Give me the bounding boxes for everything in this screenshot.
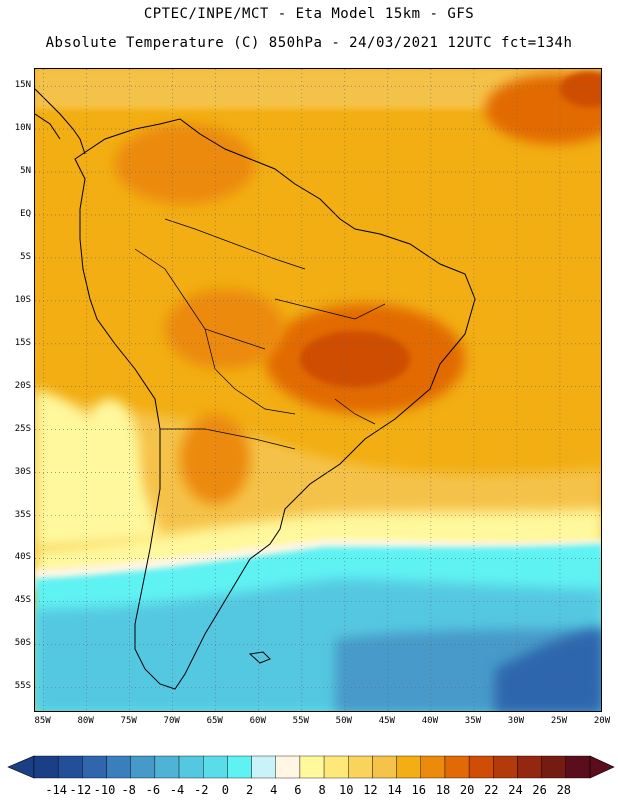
lat-label: 15N [14,80,31,91]
falkland-islands [248,651,271,664]
legend-swatch [203,755,228,779]
legend-label: 2 [245,783,254,797]
legend-label: 20 [459,783,475,797]
lat-label: 50S [14,638,31,649]
temperature-map [35,69,601,711]
legend-label: -4 [169,783,185,797]
legend-label: 4 [270,783,278,797]
country-borders [134,218,386,450]
legend-label: -6 [145,783,161,797]
chart-title-line2: Absolute Temperature (C) 850hPa - 24/03/… [45,35,573,51]
legend-swatch [299,755,325,779]
legend-label: 6 [294,783,302,797]
temperature-field-hot-brazil-core [300,331,410,387]
lon-label: 50W [335,716,352,726]
legend-swatch [541,755,567,779]
lat-label: EQ [20,208,31,219]
legend-swatch [251,755,276,779]
legend-label: 22 [484,783,499,797]
lon-label: 70W [163,716,180,726]
lon-label: 40W [421,716,439,726]
legend-swatch [348,755,373,779]
legend-swatch [372,755,397,779]
color-legend [7,755,615,779]
legend-swatch [493,755,518,779]
legend-swatch [275,755,301,779]
legend-swatch [154,755,180,779]
lat-label: 5N [20,166,31,177]
temperature-field-dark-blue [495,629,601,711]
lat-label: 40S [14,552,31,563]
lon-label: 75W [120,716,137,726]
legend-label: 14 [387,783,402,797]
coastline-south-america [74,118,476,690]
map-panel [34,68,602,712]
temperature-field-subtropical-ocean [35,399,601,539]
temperature-field-warm-argentina [180,414,250,504]
legend-swatch [82,755,107,779]
legend-label: 12 [363,783,378,797]
lat-label: 10N [14,123,31,134]
lon-label: 85W [34,716,51,726]
lat-label: 25S [14,423,31,434]
legend-swatch [468,755,494,779]
legend-swatch [420,755,446,779]
lon-label: 20W [593,716,611,726]
lon-label: 35W [464,716,482,726]
legend-swatch [565,755,591,779]
legend-label: -8 [121,783,136,797]
lat-lon-grid [35,69,601,711]
temperature-field-pale-andes [80,399,140,519]
lon-label: 65W [206,716,223,726]
lon-label: 25W [550,716,568,726]
legend-swatch [130,755,156,779]
legend-label: 18 [435,783,451,797]
lat-label: 55S [14,681,31,692]
legend-swatch [106,755,131,779]
lon-label: 45W [378,716,395,726]
lon-label: 80W [77,716,94,726]
legend-label: -14 [45,783,68,797]
legend-label: -12 [69,783,92,797]
lat-label: 10S [14,294,31,305]
legend-label: 28 [556,783,572,797]
lat-label: 15S [14,337,31,348]
legend-swatch [178,755,204,779]
legend-swatch [444,755,470,779]
legend-swatch [517,755,542,779]
legend-label: 8 [318,783,326,797]
lat-label: 20S [14,380,31,391]
lon-label: 30W [507,716,525,726]
temperature-field-hot-northeast-core [560,71,601,107]
lat-label: 35S [14,509,31,520]
legend-arrow-high [589,755,615,779]
legend-label: 10 [339,783,354,797]
legend-swatch [33,755,59,779]
temperature-field-warm-andes-north [115,124,255,204]
temperature-field-warm-chaco [165,289,285,369]
legend-swatch [227,755,252,779]
legend-swatch [323,755,349,779]
legend-arrow-low [7,755,35,779]
legend-swatch [57,755,83,779]
legend-label: -10 [93,783,116,797]
legend-label: 24 [508,783,523,797]
legend-label: 26 [532,783,547,797]
legend-swatch [396,755,421,779]
lat-label: 30S [14,466,31,477]
lat-label: 45S [14,595,31,606]
chart-title-line1: CPTEC/INPE/MCT - Eta Model 15km - GFS [143,6,475,22]
lon-label: 60W [249,716,266,726]
legend-label: -2 [193,783,209,797]
legend-label: 16 [411,783,427,797]
lon-label: 55W [292,716,309,726]
lat-label: 5S [20,251,31,262]
legend-label: 0 [221,783,230,797]
